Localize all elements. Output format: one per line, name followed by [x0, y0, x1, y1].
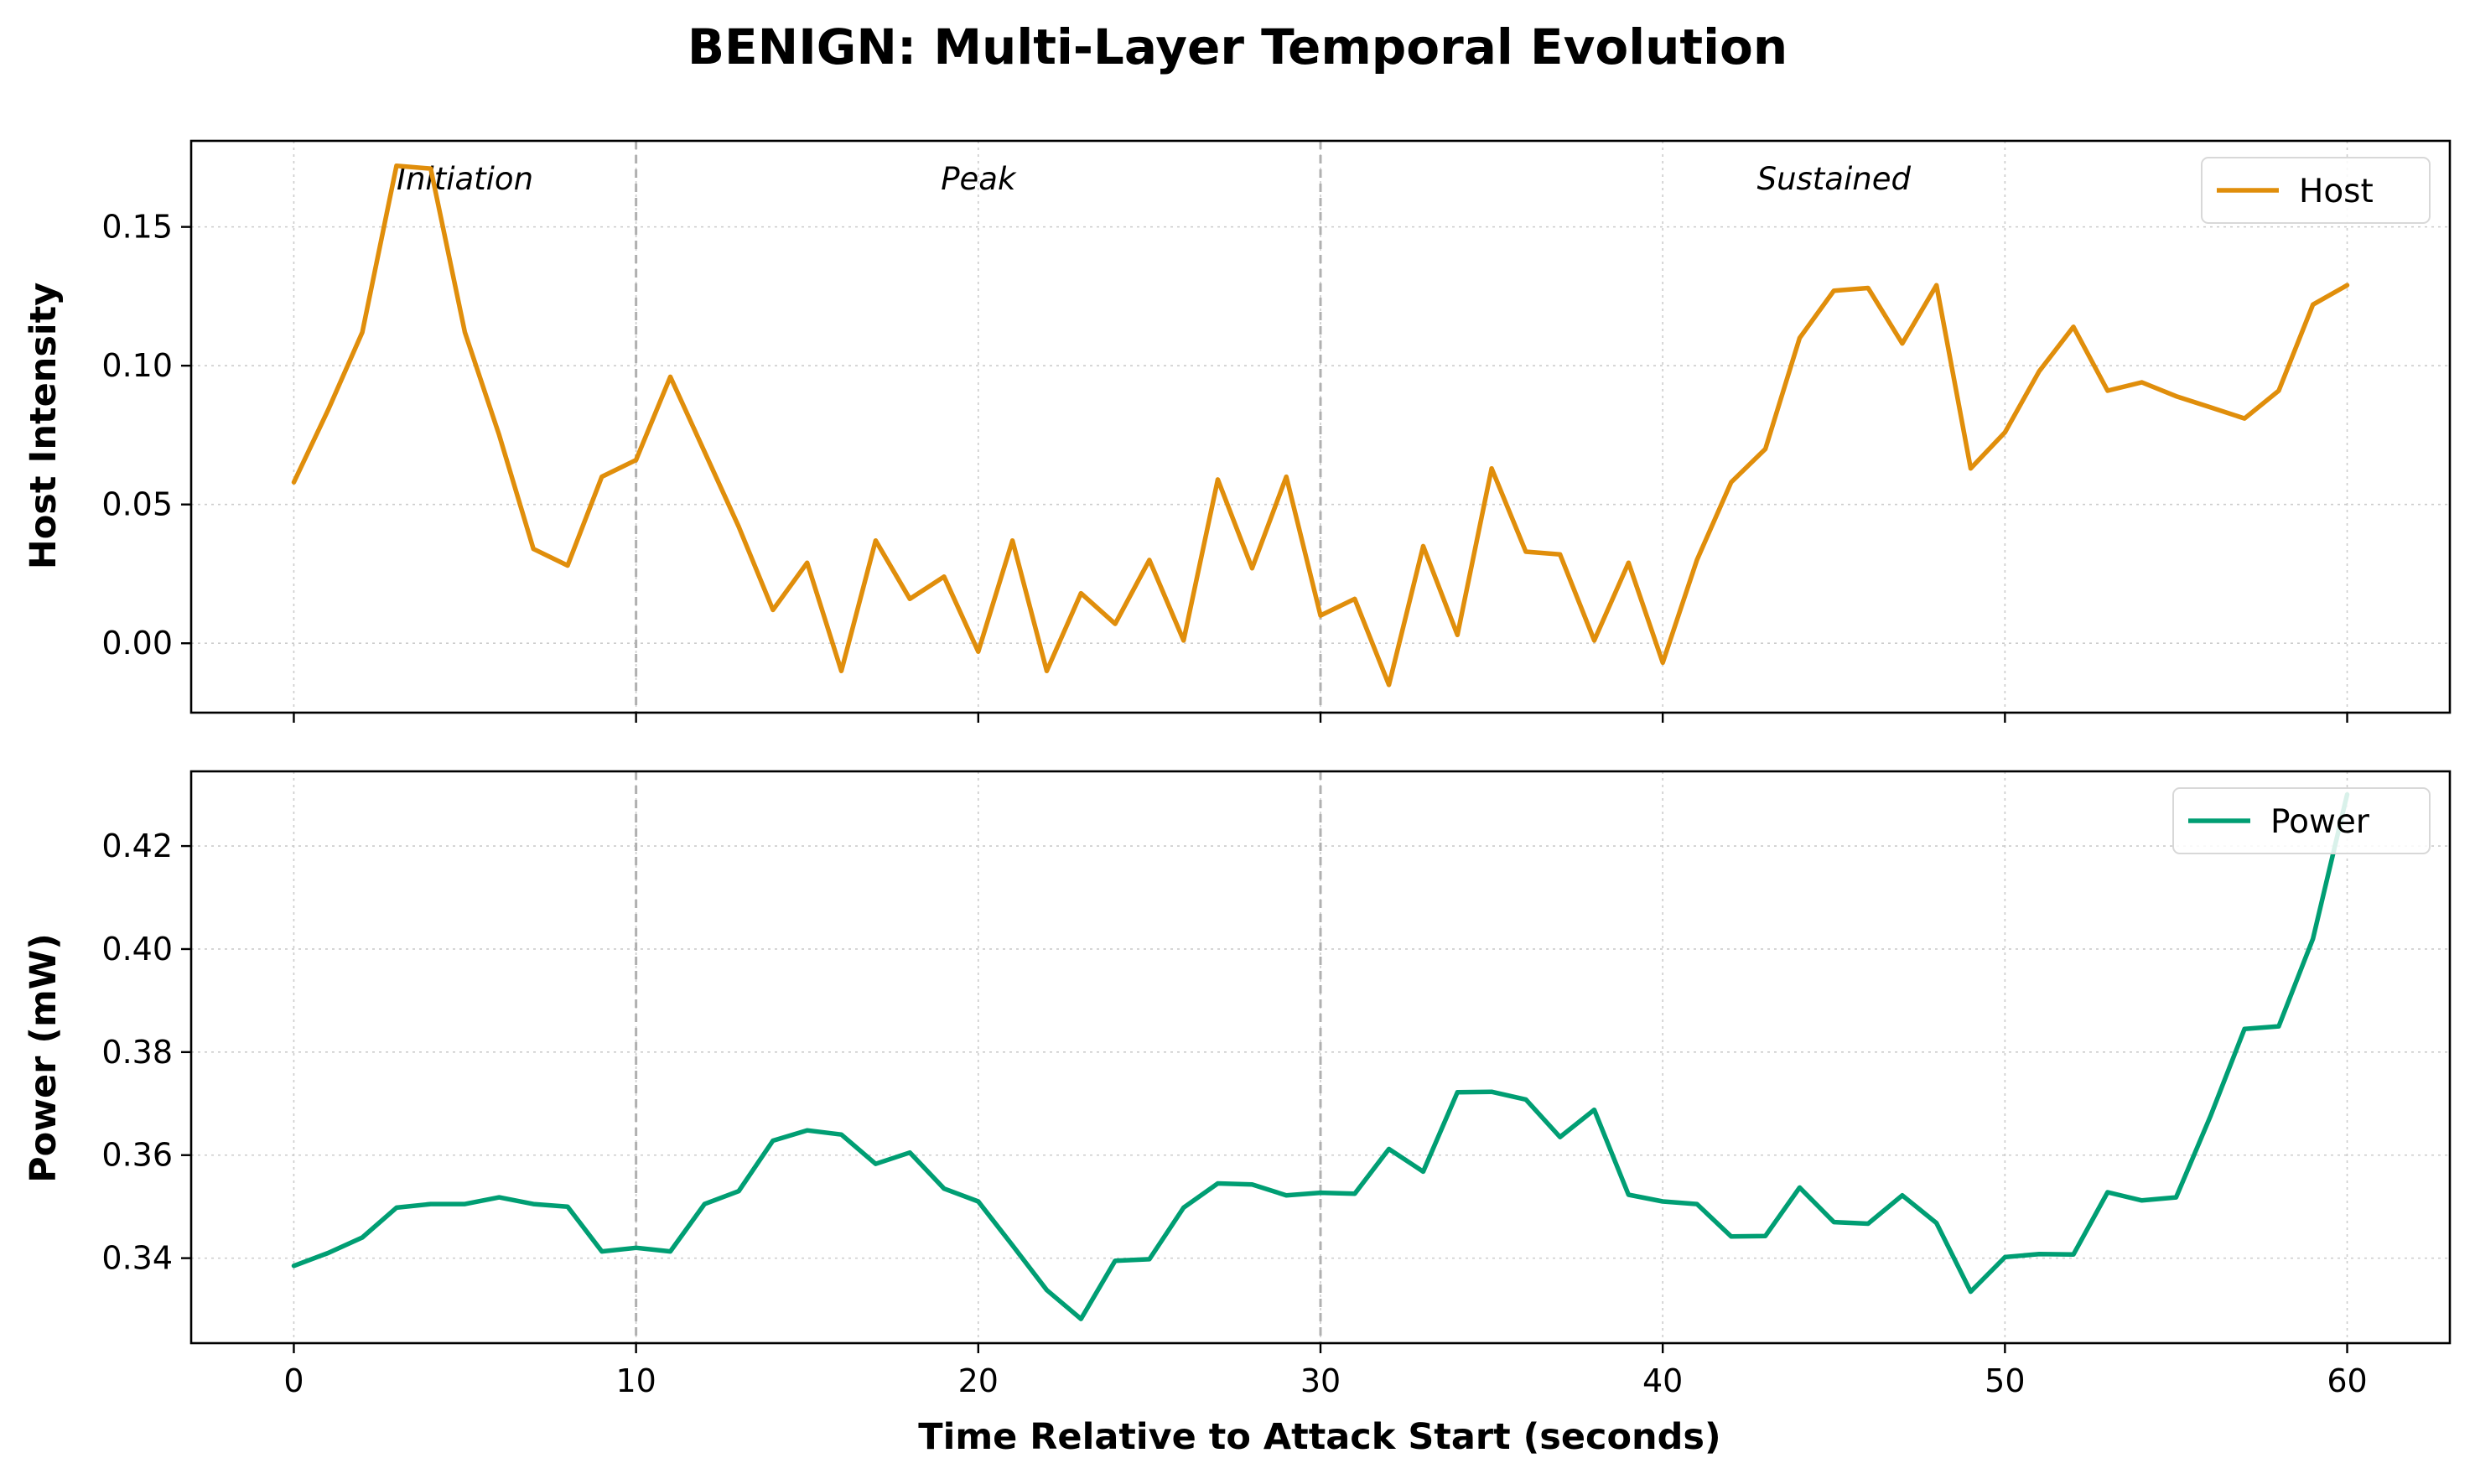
y-tick-label: 0.38	[101, 1034, 173, 1071]
x-tick-label: 60	[2327, 1362, 2367, 1399]
chart-title: BENIGN: Multi-Layer Temporal Evolution	[688, 18, 1788, 75]
phase-label: Sustained	[1757, 161, 1912, 197]
y-tick-label: 0.10	[101, 347, 173, 384]
y-tick-label: 0.00	[101, 625, 173, 662]
x-axis-label: Time Relative to Attack Start (seconds)	[918, 1416, 1720, 1458]
chart-panels: Initiation Peak Sustained0.000.050.100.15H…	[101, 139, 2452, 1399]
y-axis-label-power: Power (mW)	[23, 933, 65, 1183]
legend-box	[2172, 787, 2431, 854]
y-tick-label: 0.05	[101, 486, 173, 523]
x-tick-label: 20	[958, 1362, 999, 1399]
x-tick-label: 40	[1642, 1362, 1683, 1399]
y-tick-label: 0.36	[101, 1137, 173, 1174]
series-line-host	[291, 163, 2350, 688]
panel-power: 0 10 20 30 40 50 60 0.34 0.36 0.38 0.40 0.42 Power	[101, 770, 2452, 1399]
y-axis-label-host: Host Intensity	[23, 283, 65, 570]
y-tick-label: 0.42	[101, 828, 173, 864]
x-tick-label: 50	[1985, 1362, 2025, 1399]
phase-label: Peak	[941, 161, 1017, 197]
y-tick-label: 0.15	[101, 209, 173, 246]
y-tick-label: 0.34	[101, 1240, 173, 1277]
series-line-power	[291, 791, 2350, 1321]
y-tick-label: 0.40	[101, 931, 173, 968]
panel-host: Initiation Peak Sustained0.000.050.100.15H…	[101, 139, 2452, 723]
legend-box	[2201, 157, 2431, 224]
legend-label: Host	[2299, 173, 2374, 210]
x-tick-label: 30	[1300, 1362, 1341, 1399]
legend-host: Host	[2201, 157, 2431, 224]
x-tick-label: 0	[283, 1362, 304, 1399]
legend-power: Power	[2172, 787, 2431, 854]
legend-label: Power	[2270, 803, 2370, 841]
x-tick-label: 10	[615, 1362, 656, 1399]
